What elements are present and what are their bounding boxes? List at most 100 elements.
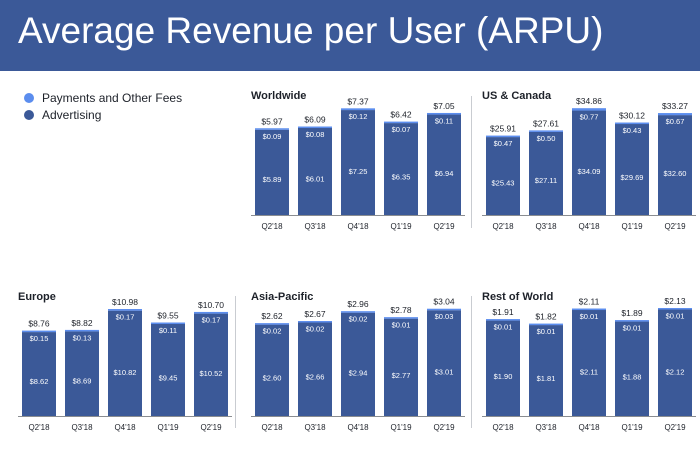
bar-payments <box>529 323 563 326</box>
total-label: $34.86 <box>576 96 602 106</box>
advertising-label: $6.35 <box>392 172 411 181</box>
x-tick-label: Q3'18 <box>304 222 326 231</box>
total-label: $30.12 <box>619 111 645 121</box>
legend-item-payments: Payments and Other Fees <box>24 89 182 106</box>
payments-label: $0.02 <box>349 315 368 324</box>
advertising-label: $6.01 <box>306 174 325 183</box>
bar-payments <box>615 320 649 322</box>
total-label: $9.55 <box>157 311 179 321</box>
bar-payments <box>194 311 228 314</box>
advertising-label: $10.52 <box>200 369 223 378</box>
advertising-label: $2.12 <box>666 367 685 376</box>
legend-swatch-payments <box>24 92 34 103</box>
x-tick-label: Q3'18 <box>304 423 326 432</box>
payments-label: $0.03 <box>435 312 454 321</box>
x-tick-label: Q2'19 <box>664 423 686 432</box>
bar-advertising <box>529 131 563 215</box>
payments-label: $0.09 <box>263 132 282 141</box>
chart-rest-of-world: Rest of World $1.91 $0.01 $1.90 Q2'18 $1.82 $… <box>482 291 700 453</box>
bar-payments <box>427 112 461 115</box>
divider-bottom-right <box>471 296 472 428</box>
x-tick-label: Q1'19 <box>390 222 412 231</box>
bar-advertising <box>658 309 692 416</box>
advertising-label: $2.66 <box>306 373 325 382</box>
x-tick-label: Q3'18 <box>71 423 93 432</box>
payments-label: $0.67 <box>666 117 685 126</box>
header-bar: Average Revenue per User (ARPU) <box>0 0 700 71</box>
chart-asia-pacific: Asia-Pacific $2.62 $0.02 $2.60 Q2'18 $2.67 $0… <box>251 291 476 453</box>
x-tick-label: Q1'19 <box>621 423 643 432</box>
bar-payments <box>572 108 606 111</box>
bar-advertising <box>108 310 142 416</box>
total-label: $25.91 <box>490 124 516 134</box>
bar-advertising <box>298 322 332 416</box>
chart-title: US & Canada <box>482 90 552 102</box>
bar-payments <box>572 308 606 311</box>
bar-advertising <box>255 324 289 416</box>
advertising-label: $34.09 <box>578 167 601 176</box>
bar-payments <box>615 122 649 125</box>
payments-label: $0.01 <box>494 323 513 332</box>
bar-advertising <box>572 310 606 416</box>
bar-payments <box>151 322 185 325</box>
payments-label: $0.12 <box>349 112 368 121</box>
total-label: $1.89 <box>621 308 643 318</box>
x-tick-label: Q1'19 <box>157 423 179 432</box>
chart-title: Worldwide <box>251 90 307 102</box>
bar-advertising <box>486 320 520 416</box>
total-label: $5.97 <box>261 116 283 126</box>
bar-payments <box>529 130 563 132</box>
advertising-label: $1.90 <box>494 372 513 381</box>
x-tick-label: Q3'18 <box>535 222 557 231</box>
total-label: $10.98 <box>112 297 138 307</box>
payments-label: $0.43 <box>623 126 642 135</box>
x-tick-label: Q2'18 <box>261 222 283 231</box>
bar-payments <box>658 308 692 310</box>
bar-payments <box>255 128 289 130</box>
advertising-label: $29.69 <box>621 173 644 182</box>
bar-payments <box>384 317 418 319</box>
total-label: $33.27 <box>662 101 688 111</box>
bar-advertising <box>529 325 563 416</box>
advertising-label: $8.69 <box>73 376 92 385</box>
bar-advertising <box>22 332 56 416</box>
payments-label: $0.07 <box>392 125 411 134</box>
payments-label: $0.50 <box>537 134 556 143</box>
total-label: $1.82 <box>535 312 557 322</box>
x-tick-label: Q2'19 <box>433 222 455 231</box>
advertising-label: $3.01 <box>435 368 454 377</box>
bar-advertising <box>65 331 99 416</box>
bar-payments <box>108 309 142 311</box>
bar-advertising <box>384 123 418 215</box>
total-label: $10.70 <box>198 300 224 310</box>
advertising-label: $5.89 <box>263 175 282 184</box>
advertising-label: $2.11 <box>580 367 598 376</box>
divider-bottom-left <box>235 296 236 428</box>
advertising-label: $1.88 <box>623 372 642 381</box>
advertising-label: $6.94 <box>435 169 454 178</box>
x-tick-label: Q2'18 <box>261 423 283 432</box>
x-tick-label: Q2'19 <box>664 222 686 231</box>
bar-payments <box>255 323 289 325</box>
total-label: $8.76 <box>28 319 50 329</box>
legend-swatch-advertising <box>24 109 34 120</box>
x-tick-label: Q1'19 <box>621 222 643 231</box>
advertising-label: $10.82 <box>114 368 137 377</box>
bar-payments <box>486 319 520 321</box>
page-title: Average Revenue per User (ARPU) <box>18 10 604 51</box>
payments-label: $0.01 <box>392 321 411 330</box>
advertising-label: $27.11 <box>535 176 557 185</box>
advertising-label: $7.25 <box>349 167 368 176</box>
bar-payments <box>486 135 520 138</box>
payments-label: $0.01 <box>666 312 685 321</box>
payments-label: $0.01 <box>537 327 556 336</box>
chart-svg: $8.76 $0.15 $8.62 Q2'18 $8.82 $0.13 $8.69 Q3'18… <box>18 297 232 432</box>
chart-title: Asia-Pacific <box>251 291 314 303</box>
legend: Payments and Other Fees Advertising <box>24 89 182 123</box>
chart-svg: $5.97 $0.09 $5.89 Q2'18 $6.09 $0.08 $6.01 Q3'18… <box>251 96 465 231</box>
bar-advertising <box>572 110 606 215</box>
advertising-label: $25.43 <box>492 178 515 187</box>
payments-label: $0.13 <box>73 333 92 342</box>
payments-label: $0.77 <box>580 113 599 122</box>
payments-label: $0.47 <box>494 139 513 148</box>
